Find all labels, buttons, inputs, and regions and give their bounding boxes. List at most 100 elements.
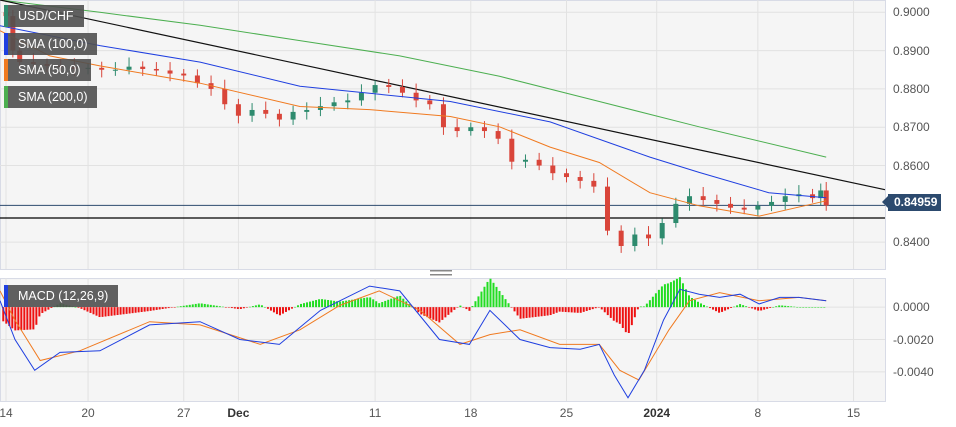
candle-body [345, 100, 351, 103]
macd-histogram-bar [781, 305, 784, 308]
macd-histogram-bar [146, 307, 149, 312]
sma100-line [0, 25, 827, 199]
macd-histogram-bar [537, 307, 540, 317]
candle-body [550, 165, 556, 174]
macd-histogram-bar [14, 307, 17, 331]
macd-histogram-bar [666, 283, 669, 308]
candle-body [249, 109, 255, 116]
candle-body [673, 203, 679, 224]
macd-histogram-bar [137, 307, 140, 313]
price-axis-label: 0.9000 [893, 5, 930, 20]
macd-histogram-bar [318, 299, 321, 308]
legend-sma200[interactable]: SMA (200,0) [4, 86, 98, 108]
macd-histogram-bar [561, 307, 564, 312]
macd-histogram-bar [191, 304, 194, 308]
macd-histogram-bar [564, 307, 567, 313]
macd-histogram-bar [369, 297, 372, 308]
candle-body [290, 111, 296, 120]
price-axis-label: 0.8600 [893, 158, 930, 173]
candle-body [413, 92, 419, 101]
macd-histogram-bar [155, 307, 158, 310]
macd-histogram-bar [721, 307, 724, 312]
candle-body [372, 85, 378, 93]
candle-body [454, 127, 460, 132]
macd-histogram-bar [294, 306, 296, 308]
macd-histogram-bar [134, 307, 137, 313]
macd-histogram-bar [450, 307, 453, 313]
macd-histogram-bar [790, 306, 793, 308]
macd-histogram-bar [131, 307, 134, 314]
macd-histogram-bar [684, 289, 687, 308]
macd-histogram-bar [468, 307, 471, 311]
macd-histogram-bar [23, 307, 26, 330]
panel-resize-handle[interactable] [430, 270, 452, 272]
price-panel [0, 0, 886, 270]
macd-histogram-bar [621, 307, 624, 328]
price-axis-label: 0.8800 [893, 81, 930, 96]
macd-histogram-bar [480, 291, 483, 308]
panel-resize-handle[interactable] [430, 274, 452, 276]
sma200-line [0, 0, 827, 158]
macd-histogram-bar [218, 306, 221, 308]
macd-histogram-bar [209, 304, 212, 308]
macd-histogram-bar [558, 307, 561, 312]
macd-histogram-bar [206, 304, 209, 308]
macd-histogram-bar [474, 301, 477, 308]
macd-histogram-bar [522, 307, 525, 319]
macd-histogram-bar [107, 307, 110, 317]
macd-histogram-bar [35, 307, 38, 325]
macd-histogram-bar [336, 301, 339, 308]
candle-body [331, 102, 337, 107]
macd-histogram-bar [309, 301, 312, 308]
macd-histogram-bar [718, 307, 721, 313]
macd-histogram-bar [119, 307, 122, 315]
macd-histogram-bar [50, 307, 53, 308]
macd-histogram-bar [236, 307, 239, 309]
macd-histogram-bar [324, 299, 327, 308]
current-price-badge: 0.84959 [881, 194, 942, 211]
macd-histogram-bar [715, 307, 718, 312]
macd-histogram-bar [375, 301, 378, 308]
candle-body [522, 159, 528, 162]
macd-histogram-bar [300, 303, 303, 308]
macd-histogram-bar [639, 306, 642, 308]
macd-histogram-bar [817, 307, 820, 308]
macd-histogram-bar [820, 307, 823, 308]
macd-histogram-bar [709, 307, 712, 309]
candle-body [17, 50, 23, 63]
macd-histogram-bar [384, 300, 387, 308]
legend-macd[interactable]: MACD (12,26,9) [4, 285, 119, 307]
candle-body [99, 67, 105, 70]
macd-histogram-bar [498, 290, 501, 308]
macd-histogram-bar [745, 306, 748, 308]
macd-histogram-bar [775, 306, 778, 308]
candle-body [591, 180, 597, 187]
macd-histogram-bar [89, 307, 92, 313]
legend-sma50[interactable]: SMA (50,0) [4, 59, 91, 81]
macd-histogram-bar [200, 303, 203, 308]
macd-histogram-bar [188, 304, 191, 308]
candle-body [276, 113, 282, 120]
macd-histogram-bar [739, 304, 742, 308]
macd-histogram-bar [618, 307, 621, 324]
macd-histogram-bar [248, 306, 251, 308]
macd-histogram-bar [447, 307, 450, 315]
macd-histogram-bar [700, 303, 703, 308]
candle-body [235, 104, 241, 116]
sma50-line [0, 30, 827, 217]
macd-histogram-bar [429, 307, 432, 319]
macd-histogram-bar [239, 307, 242, 309]
macd-histogram-bar [769, 307, 772, 308]
macd-histogram-bar [8, 307, 11, 326]
macd-axis-label: -0.0020 [893, 332, 934, 347]
macd-histogram-bar [230, 307, 233, 309]
legend-symbol[interactable]: USD/CHF [4, 5, 84, 27]
macd-histogram-bar [354, 299, 357, 308]
macd-histogram-bar [179, 306, 182, 308]
macd-histogram-bar [254, 305, 257, 308]
trend-line [0, 0, 886, 191]
legend-sma100[interactable]: SMA (100,0) [4, 33, 98, 55]
macd-histogram-bar [92, 307, 95, 315]
